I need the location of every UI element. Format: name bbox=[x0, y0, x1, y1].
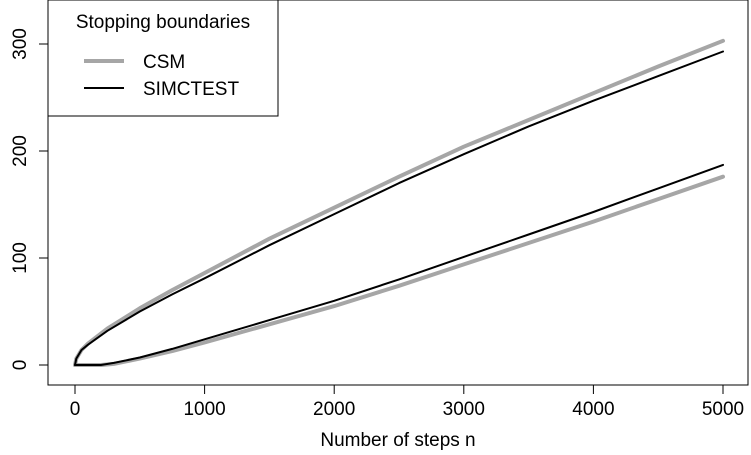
y-tick-label: 300 bbox=[10, 28, 31, 60]
x-tick-label: 2000 bbox=[313, 399, 355, 420]
x-tick-label: 0 bbox=[70, 399, 81, 420]
y-axis: 0 100 200 300 bbox=[10, 28, 49, 371]
y-tick-label: 200 bbox=[10, 135, 31, 167]
x-axis-title: Number of steps n bbox=[320, 430, 475, 451]
x-tick-label: 5000 bbox=[702, 399, 744, 420]
x-axis: 0 1000 2000 3000 4000 5000 bbox=[70, 384, 744, 420]
series-line-csm-lower bbox=[73, 174, 725, 367]
legend-label-simctest: SIMCTEST bbox=[143, 79, 239, 100]
x-tick-label: 3000 bbox=[443, 399, 485, 420]
series-line-simctest-upper bbox=[74, 50, 724, 366]
legend-label-csm: CSM bbox=[143, 52, 185, 73]
x-tick-label: 1000 bbox=[183, 399, 225, 420]
legend-title: Stopping boundaries bbox=[76, 12, 250, 33]
legend-box bbox=[47, 0, 279, 117]
series-line-simctest-lower bbox=[74, 163, 724, 366]
y-tick-label: 0 bbox=[10, 360, 31, 371]
legend: Stopping boundaries CSM SIMCTEST bbox=[47, 0, 279, 117]
x-tick-label: 4000 bbox=[572, 399, 614, 420]
series-layer bbox=[73, 38, 725, 367]
y-tick-label: 100 bbox=[10, 242, 31, 274]
